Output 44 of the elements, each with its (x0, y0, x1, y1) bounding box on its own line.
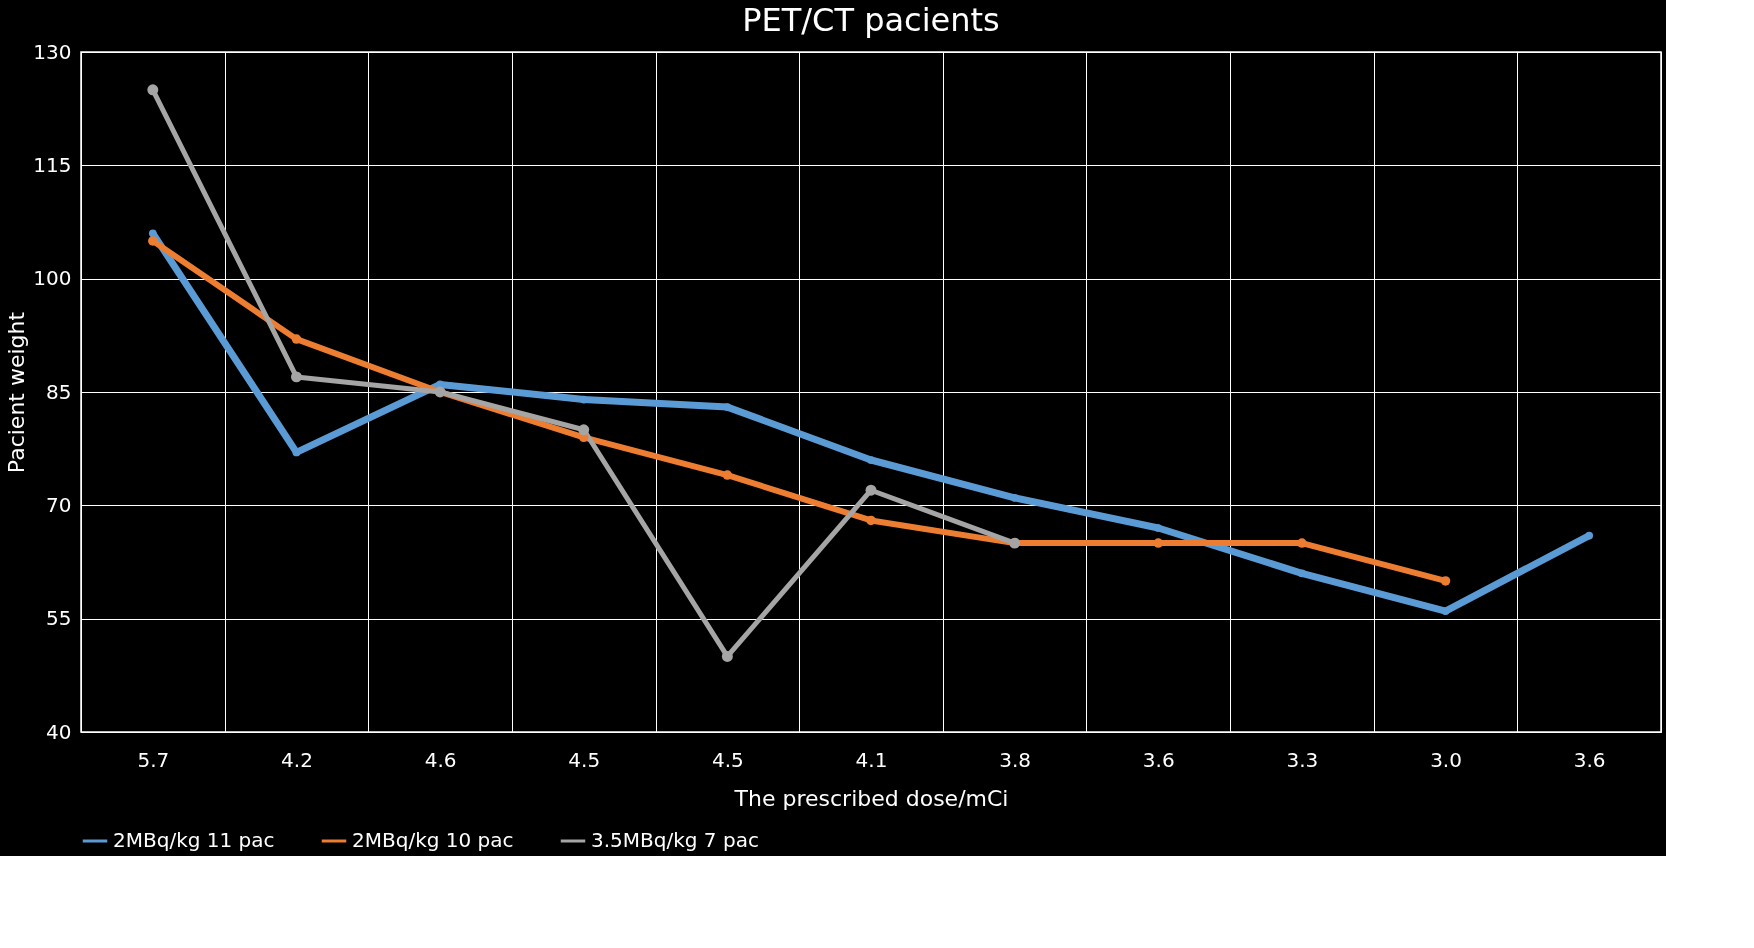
point (148, 229, 157, 238)
point (1010, 493, 1019, 502)
point (867, 456, 875, 464)
y-tick-label: 85 (46, 379, 72, 404)
chart-title: PET/CT pacients (742, 1, 1000, 39)
y-tick-label: 100 (33, 266, 72, 291)
point (1441, 607, 1450, 615)
x-tick-label: 4.5 (568, 747, 601, 772)
x-tick-label: 3.8 (999, 747, 1032, 772)
y-tick-label: 55 (46, 606, 72, 631)
x-tick-label: 3.6 (1573, 747, 1606, 772)
x-tick-label: 3.3 (1286, 747, 1319, 772)
y-tick-label: 70 (46, 492, 72, 517)
legend-label: 2MBq/kg 10 pac (352, 828, 514, 852)
x-tick-label: 3.0 (1430, 747, 1462, 772)
point (1154, 524, 1163, 532)
y-axis-title: Pacient weight (4, 311, 30, 474)
point (1297, 538, 1307, 548)
point (147, 84, 159, 96)
legend-label: 3.5MBq/kg 7 pac (591, 828, 759, 852)
y-tick-label: 115 (33, 152, 72, 177)
point (290, 371, 302, 383)
point (723, 403, 732, 411)
point (721, 650, 733, 662)
x-tick-label: 4.1 (855, 747, 888, 772)
legend-label: 2MBq/kg 11 pac (113, 828, 275, 852)
point (1298, 569, 1306, 578)
x-tick-label: 4.2 (281, 747, 313, 772)
point (865, 484, 877, 496)
point (578, 424, 590, 436)
x-tick-label: 4.6 (424, 747, 457, 772)
point (148, 236, 158, 246)
point (866, 515, 876, 526)
point (1440, 576, 1451, 586)
x-tick-label: 3.6 (1142, 747, 1175, 772)
x-axis-title: The prescribed dose/mCi (733, 785, 1009, 811)
point (722, 470, 733, 480)
point (291, 334, 302, 344)
x-tick-label: 4.5 (711, 747, 744, 772)
point (579, 395, 588, 404)
y-tick-label: 130 (33, 39, 72, 64)
y-tick-label: 40 (46, 719, 72, 744)
x-tick-label: 5.7 (137, 747, 170, 772)
point (1585, 531, 1594, 540)
